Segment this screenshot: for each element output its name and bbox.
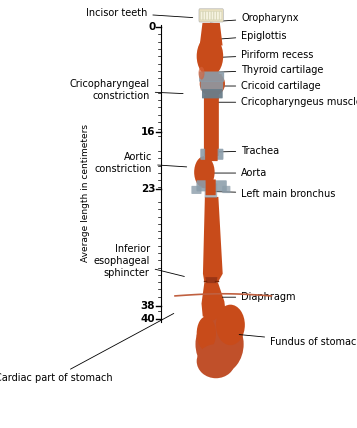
Text: Cardiac part of stomach: Cardiac part of stomach xyxy=(0,313,174,383)
FancyBboxPatch shape xyxy=(211,12,214,20)
FancyBboxPatch shape xyxy=(208,12,211,20)
Text: 40: 40 xyxy=(141,314,155,324)
Text: 16: 16 xyxy=(141,127,155,137)
FancyBboxPatch shape xyxy=(206,179,216,195)
Text: Piriform recess: Piriform recess xyxy=(209,50,313,60)
Text: Average length in centimeters: Average length in centimeters xyxy=(81,124,90,262)
Text: Inferior
esophageal
sphincter: Inferior esophageal sphincter xyxy=(93,244,184,277)
Ellipse shape xyxy=(197,36,223,77)
Ellipse shape xyxy=(198,67,205,80)
FancyBboxPatch shape xyxy=(196,180,227,191)
FancyBboxPatch shape xyxy=(205,89,219,99)
FancyBboxPatch shape xyxy=(206,12,208,20)
FancyBboxPatch shape xyxy=(222,186,230,193)
FancyBboxPatch shape xyxy=(201,81,223,90)
FancyBboxPatch shape xyxy=(200,149,223,160)
Text: Left main bronchus: Left main bronchus xyxy=(209,188,336,199)
Text: Cricoid cartilage: Cricoid cartilage xyxy=(211,81,321,91)
Text: Oropharynx: Oropharynx xyxy=(210,13,299,23)
Polygon shape xyxy=(203,197,223,282)
Ellipse shape xyxy=(200,71,225,96)
FancyBboxPatch shape xyxy=(191,186,201,194)
FancyBboxPatch shape xyxy=(217,12,219,20)
Text: Aorta: Aorta xyxy=(210,168,267,178)
Text: Fundus of stomach: Fundus of stomach xyxy=(239,335,357,347)
FancyBboxPatch shape xyxy=(214,12,216,20)
Text: Incisor teeth: Incisor teeth xyxy=(86,8,193,18)
FancyBboxPatch shape xyxy=(200,12,203,20)
Ellipse shape xyxy=(196,314,243,374)
Polygon shape xyxy=(205,277,217,283)
FancyBboxPatch shape xyxy=(199,9,223,22)
Text: 23: 23 xyxy=(141,184,155,194)
FancyBboxPatch shape xyxy=(203,12,206,20)
Ellipse shape xyxy=(194,156,215,188)
Text: 0: 0 xyxy=(148,22,155,32)
Ellipse shape xyxy=(197,344,235,378)
Polygon shape xyxy=(201,282,226,321)
Polygon shape xyxy=(200,23,222,45)
FancyBboxPatch shape xyxy=(205,148,218,161)
Text: Thyroid cartilage: Thyroid cartilage xyxy=(213,65,323,75)
Text: Cricopharyngeal
constriction: Cricopharyngeal constriction xyxy=(70,80,183,101)
Polygon shape xyxy=(202,74,222,86)
FancyBboxPatch shape xyxy=(202,89,223,98)
Text: Epiglottis: Epiglottis xyxy=(210,31,287,41)
Ellipse shape xyxy=(216,305,245,345)
FancyBboxPatch shape xyxy=(205,183,217,198)
Text: Trachea: Trachea xyxy=(211,146,280,156)
FancyBboxPatch shape xyxy=(199,71,224,82)
Text: Cricopharyngeus muscle: Cricopharyngeus muscle xyxy=(207,97,357,107)
Ellipse shape xyxy=(197,316,216,351)
Text: Diaphragm: Diaphragm xyxy=(222,292,296,302)
Text: Aortic
constriction: Aortic constriction xyxy=(95,152,187,174)
FancyBboxPatch shape xyxy=(204,95,219,156)
FancyBboxPatch shape xyxy=(220,12,222,20)
Text: 38: 38 xyxy=(141,301,155,311)
